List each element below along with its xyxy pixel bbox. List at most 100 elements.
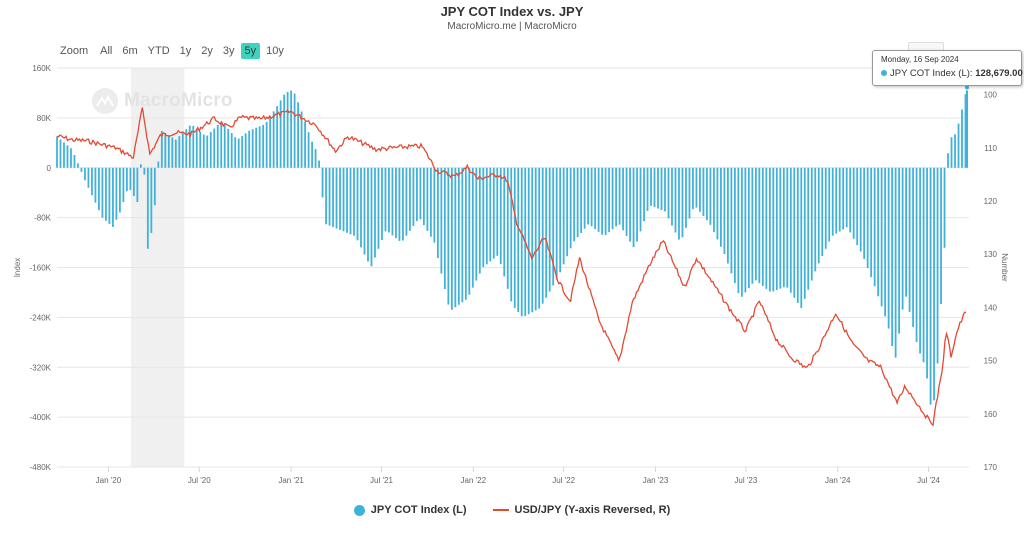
- cot-index-bar: [775, 167, 778, 291]
- cot-index-bar: [541, 167, 544, 304]
- cot-index-bar: [297, 102, 300, 168]
- cot-index-bar: [768, 167, 771, 292]
- cot-index-bar: [283, 94, 286, 168]
- cot-index-bar: [426, 167, 429, 231]
- cot-index-bar: [122, 167, 125, 203]
- cot-index-bar: [674, 167, 677, 233]
- cot-index-bar: [520, 167, 523, 317]
- cot-index-bar: [562, 167, 565, 265]
- cot-index-bar: [891, 167, 894, 347]
- cot-index-bar: [646, 167, 649, 211]
- y-right-tick-label: 160: [984, 410, 998, 419]
- chart-subtitle: MacroMicro.me | MacroMicro: [447, 21, 577, 32]
- x-tick-label: Jul '22: [552, 476, 575, 485]
- cot-index-bar: [950, 137, 953, 168]
- cot-index-bar: [422, 167, 425, 226]
- cot-index-bar: [625, 167, 628, 236]
- cot-index-bar: [496, 167, 499, 256]
- cot-index-bar: [538, 167, 541, 309]
- cot-index-bar: [936, 167, 939, 364]
- cot-index-bar: [248, 130, 251, 168]
- cot-index-bar: [339, 167, 341, 230]
- cot-index-bar: [835, 167, 838, 234]
- cot-index-bar: [517, 167, 520, 313]
- cot-index-bar: [800, 167, 803, 309]
- cot-index-bar: [772, 167, 775, 292]
- cot-index-bar: [255, 127, 258, 168]
- cot-index-bar: [429, 167, 432, 237]
- cot-index-bar: [842, 167, 845, 230]
- cot-index-bar: [269, 116, 272, 168]
- cot-index-bar: [213, 128, 216, 168]
- tooltip-row: JPY COT Index (L): 128,679.00: [881, 68, 1023, 79]
- x-tick-label: Jul '23: [734, 476, 757, 485]
- cot-index-bar: [531, 167, 534, 313]
- cot-index-bar: [157, 161, 160, 168]
- cot-index-bar: [751, 167, 754, 284]
- cot-index-bar: [234, 137, 237, 168]
- cot-index-bar: [227, 128, 230, 168]
- cot-index-bar: [730, 167, 733, 274]
- cot-index-bar: [964, 94, 967, 168]
- cot-index-bar: [300, 111, 303, 168]
- cot-index-bar: [328, 167, 331, 226]
- cot-index-bar: [346, 167, 348, 233]
- y-left-tick-label: -480K: [30, 463, 52, 472]
- zoom-button-all[interactable]: All: [100, 45, 113, 57]
- cot-index-bar: [824, 167, 827, 249]
- cot-index-bar: [573, 167, 576, 242]
- cot-index-bar: [192, 125, 195, 168]
- cot-index-bar: [793, 167, 796, 298]
- cot-index-bar: [786, 167, 789, 288]
- cot-index-bar: [318, 160, 320, 168]
- cot-index-bar: [908, 167, 911, 312]
- cot-index-bar: [884, 167, 887, 317]
- cot-index-bar: [559, 167, 562, 273]
- cot-index-bar: [912, 167, 914, 327]
- cot-index-bar: [587, 167, 590, 225]
- cot-index-bar: [657, 167, 659, 209]
- cot-index-bar: [251, 129, 254, 168]
- watermark: MacroMicro: [92, 88, 233, 114]
- cot-index-bar: [622, 167, 624, 231]
- legend-item-usdjpy[interactable]: USD/JPY (Y-axis Reversed, R): [492, 504, 670, 516]
- cot-index-bar: [381, 167, 383, 241]
- cot-index-bar: [436, 167, 439, 259]
- cot-index-bar: [849, 167, 852, 233]
- cot-index-bar: [216, 125, 219, 168]
- zoom-button-ytd[interactable]: YTD: [147, 45, 170, 57]
- zoom-button-5y[interactable]: 5y: [240, 43, 261, 59]
- cot-index-bar: [915, 167, 918, 343]
- cot-index-bar-latest: [966, 87, 969, 168]
- tooltip-series-label: JPY COT Index (L):: [890, 68, 973, 79]
- cot-index-bar: [220, 121, 223, 168]
- cot-index-bar: [796, 167, 799, 303]
- cot-index-bar: [384, 167, 387, 232]
- zoom-button-6m[interactable]: 6m: [122, 45, 138, 57]
- cot-index-bar: [195, 128, 198, 168]
- cot-index-bar: [580, 167, 583, 233]
- cot-index-bar: [905, 167, 908, 297]
- cot-index-bar: [398, 167, 401, 241]
- zoom-button-1y[interactable]: 1y: [179, 45, 192, 57]
- cot-index-bar: [957, 123, 960, 168]
- cot-index-bar: [171, 137, 174, 168]
- y-right-axis-title: Number: [1000, 253, 1009, 282]
- cot-index-bar: [901, 167, 904, 310]
- zoom-button-10y[interactable]: 10y: [266, 45, 284, 57]
- cot-index-bar: [105, 167, 107, 221]
- legend-item-cot[interactable]: JPY COT Index (L): [353, 504, 467, 516]
- cot-index-bar: [726, 167, 729, 264]
- zoom-button-2y[interactable]: 2y: [201, 45, 213, 57]
- cot-index-bar: [489, 167, 492, 262]
- zoom-button-3y[interactable]: 3y: [222, 45, 235, 57]
- cot-index-bar: [898, 167, 901, 334]
- cot-index-bar: [153, 167, 156, 206]
- cot-index-bar: [583, 167, 586, 229]
- cot-index-bar: [947, 153, 949, 168]
- cot-index-bar: [311, 141, 313, 168]
- usdjpy-line: [56, 107, 967, 427]
- cot-index-bar: [779, 167, 782, 289]
- cot-index-bar: [108, 167, 111, 224]
- chart-tooltip: Monday, 16 Sep 2024 JPY COT Index (L): 1…: [872, 50, 1023, 86]
